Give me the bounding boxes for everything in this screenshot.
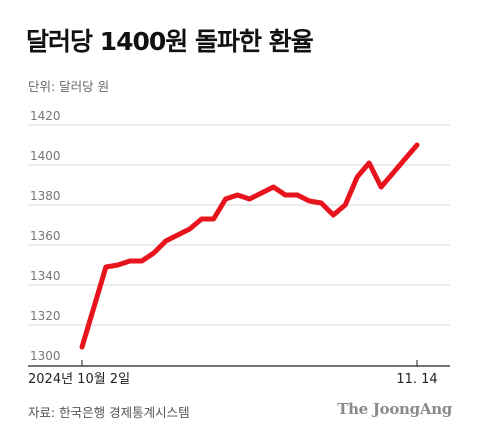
source-note: 자료: 한국은행 경제통계시스템	[28, 405, 190, 420]
y-tick-label: 1400	[30, 149, 61, 163]
y-tick-label: 1420	[30, 109, 61, 123]
y-tick-label: 1360	[30, 229, 61, 243]
y-tick-label: 1380	[30, 189, 61, 203]
chart-title: 달러당 1400원 돌파한 환율	[26, 27, 314, 56]
y-tick-label: 1340	[30, 269, 61, 283]
y-tick-label: 1300	[30, 349, 61, 363]
y-axis-ticks: 1300 1320 1340 1360 1380 1400 1420	[30, 109, 61, 363]
gridlines	[28, 124, 450, 326]
publisher-logo: The JoongAng	[337, 400, 452, 418]
x-tick-label: 2024년 10월 2일	[28, 372, 130, 387]
unit-label: 단위: 달러당 원	[28, 79, 110, 94]
series	[79, 142, 420, 350]
x-tick-label: 11. 14	[396, 372, 437, 387]
y-tick-label: 1320	[30, 309, 61, 323]
exchange-rate-line	[79, 142, 420, 350]
x-axis-ticks: 2024년 10월 2일 11. 14	[28, 360, 438, 387]
